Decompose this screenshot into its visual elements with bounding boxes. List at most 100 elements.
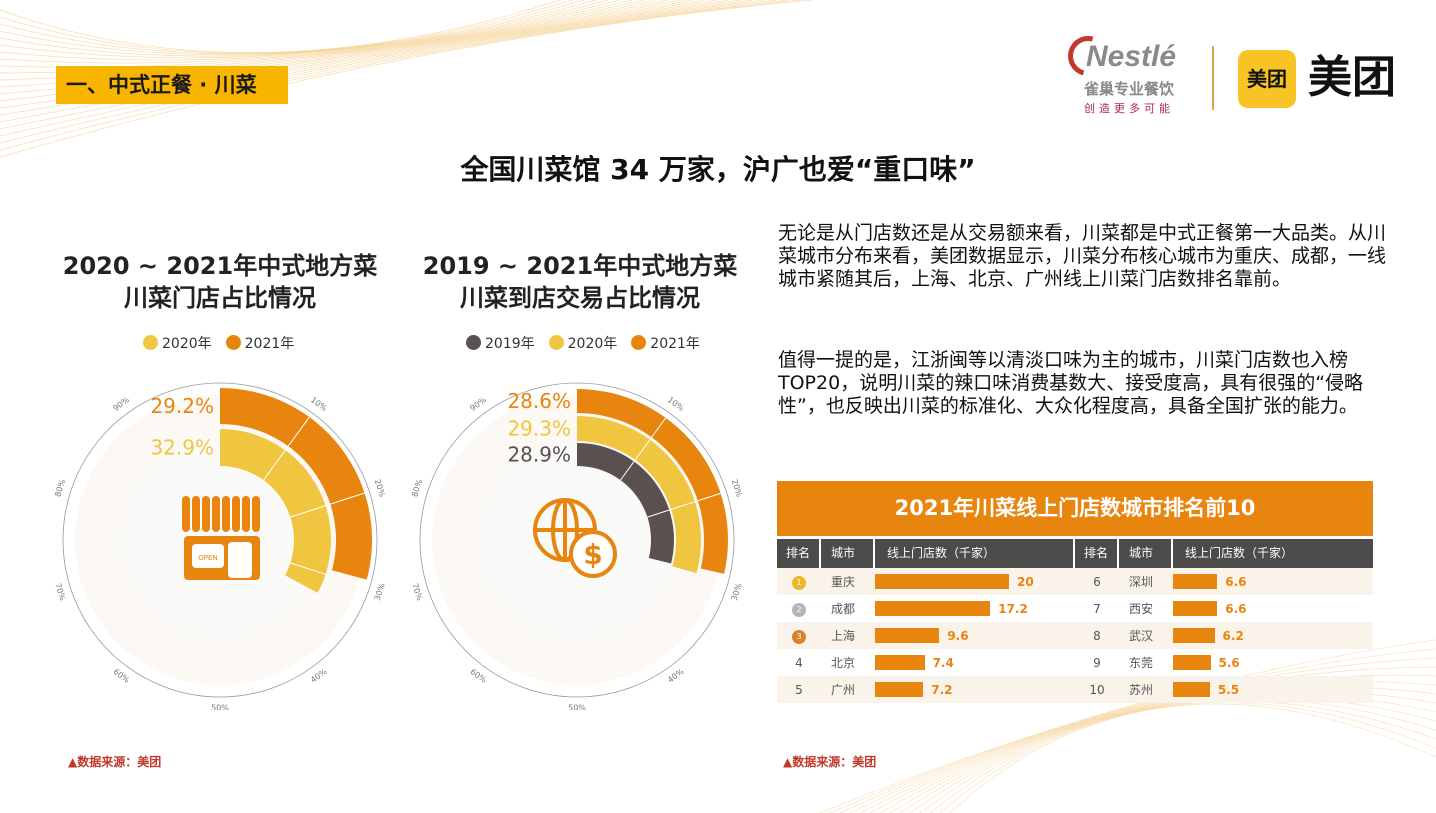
- table-row: 4 北京 7.4 9 东莞 5.6: [777, 649, 1373, 676]
- stores-value: 6.6: [1225, 574, 1247, 589]
- header-stores: 线上门店数（千家）: [1185, 546, 1294, 560]
- decor-line: [929, 700, 1436, 813]
- stores-cell: 5.6: [1173, 655, 1373, 670]
- decor-line: [0, 0, 645, 64]
- city-cell: 重庆: [831, 575, 856, 589]
- chart-1-legend: 2020年 2021年: [143, 333, 294, 353]
- decor-line: [0, 0, 813, 158]
- section-tag: 一、中式正餐 · 川菜: [56, 66, 288, 104]
- city-cell: 武汉: [1129, 629, 1154, 643]
- rank-medal-icon: 2: [792, 602, 806, 617]
- axis-tick-label: 20%: [730, 478, 744, 498]
- stores-cell: 20: [875, 574, 1075, 589]
- rank-cell: 6: [1093, 574, 1101, 589]
- axis-tick-label: 90%: [468, 395, 488, 413]
- meituan-app-icon: 美团: [1238, 50, 1296, 108]
- legend-item: 2021年: [631, 333, 700, 353]
- grid-divider: [647, 509, 670, 518]
- axis-tick-label: 80%: [410, 478, 424, 498]
- decor-line: [829, 648, 1436, 813]
- rank-medal-icon: 3: [792, 629, 806, 644]
- data-label: 29.3%: [507, 417, 571, 441]
- city-cell: 北京: [831, 656, 856, 670]
- chart-2-radial: 10% 20% 30% 40% 50% 60% 70% 80% 90% 28.6% 29.3%28.…: [410, 382, 744, 710]
- chart-2-title-line2: 川菜到店交易占比情况: [460, 284, 700, 312]
- chart-1-title-line1: 2020 ~ 2021年中式地方菜: [62, 252, 378, 280]
- grid-divider: [651, 417, 667, 438]
- stores-cell: 7.4: [875, 655, 1075, 670]
- ranking-table: 2021年川菜线上门店数城市排名前10 排名 城市 线上门店数（千家） 排名 城…: [777, 481, 1373, 703]
- decor-line: [849, 666, 1436, 813]
- grid-divider: [620, 461, 635, 481]
- legend-label: 2021年: [650, 336, 700, 352]
- stores-cell: 6.2: [1173, 628, 1373, 643]
- decor-line: [909, 696, 1436, 813]
- axis-tick-label: 10%: [666, 395, 686, 413]
- nestle-wordmark: Nestlé: [1086, 40, 1177, 73]
- chart-2-legend: 2019年 2020年 2021年: [466, 333, 700, 353]
- axis-tick-label: 60%: [468, 667, 488, 685]
- table-row: 3 上海 9.6 8 武汉 6.2: [777, 622, 1373, 649]
- stores-value: 7.2: [931, 682, 953, 697]
- legend-swatch: [631, 335, 647, 350]
- axis-tick-label: 40%: [309, 667, 329, 685]
- stores-bar: [875, 601, 991, 616]
- stores-cell: 6.6: [1173, 574, 1373, 589]
- legend-label: 2019年: [485, 336, 535, 352]
- header-stores: 线上门店数（千家）: [875, 539, 1075, 568]
- decor-line: [0, 0, 621, 59]
- city-cell: 西安: [1129, 602, 1154, 616]
- decor-line: [859, 674, 1436, 813]
- grid-divider: [290, 562, 326, 575]
- grid-divider: [290, 505, 326, 518]
- stores-bar: [875, 628, 940, 643]
- axis-tick-label: 40%: [666, 667, 686, 685]
- axis-tick-label: 30%: [730, 582, 744, 602]
- rank-cell: 8: [1093, 628, 1101, 643]
- axis-circle: [419, 382, 735, 698]
- legend-label: 2021年: [244, 336, 295, 352]
- header-rank: 排名: [1075, 539, 1119, 568]
- chart-2-title: 2019 ~ 2021年中式地方菜 川菜到店交易占比情况: [400, 250, 760, 314]
- stores-cell: 6.6: [1173, 601, 1373, 616]
- legend-swatch: [548, 335, 564, 350]
- decor-line: [0, 0, 573, 54]
- legend-item: 2019年: [466, 333, 535, 353]
- decor-line: [0, 0, 561, 53]
- legend-label: 2020年: [162, 336, 212, 352]
- decor-line: [0, 0, 789, 144]
- decor-line: [819, 639, 1436, 813]
- header-city: 城市: [821, 539, 875, 568]
- chart-1-title: 2020 ~ 2021年中式地方菜 川菜门店占比情况: [40, 250, 400, 314]
- decor-line: [899, 693, 1436, 813]
- axis-tick-label: 90%: [111, 395, 131, 413]
- stores-value: 6.6: [1225, 601, 1247, 616]
- source-note-left: ▲数据来源：美团: [68, 755, 162, 769]
- decor-line: [0, 0, 597, 56]
- axis-tick-label: 70%: [53, 582, 67, 602]
- rank-cell: 9: [1093, 655, 1101, 670]
- axis-tick-label: 20%: [373, 478, 387, 498]
- chart-1-radial: 10% 20% 30% 40% 50% 60% 70% 80% 90% 29.2% 32.9% OPE…: [53, 382, 387, 710]
- paragraph-2: 值得一提的是，江浙闽等以清淡口味为主的城市，川菜门店数也入榜 TOP20，说明川…: [778, 349, 1364, 417]
- grid-divider: [330, 492, 365, 505]
- rank-cell: 3: [777, 628, 821, 644]
- legend-label: 2020年: [567, 336, 618, 352]
- radial-bar-2020年: [577, 416, 701, 574]
- axis-tick-label: 80%: [53, 478, 67, 498]
- globe-dollar-icon: $: [533, 498, 617, 578]
- ranking-table-title: 2021年川菜线上门店数城市排名前10: [777, 481, 1373, 536]
- stores-bar: [1173, 655, 1211, 670]
- chart-1-title-line2: 川菜门店占比情况: [124, 284, 316, 312]
- decor-line: [939, 702, 1436, 813]
- stores-value: 5.6: [1218, 655, 1240, 670]
- axis-tick-label: 60%: [111, 667, 131, 685]
- axis-tick-label: 70%: [410, 582, 424, 602]
- stores-value: 20: [1017, 574, 1034, 589]
- stores-bar: [1173, 574, 1218, 589]
- legend-item: 2020年: [548, 333, 618, 353]
- radial-bar-2021年: [220, 388, 372, 580]
- decor-line: [0, 0, 765, 130]
- svg-text:OPEN: OPEN: [198, 554, 217, 562]
- source-note-right: ▲数据来源：美团: [783, 755, 877, 769]
